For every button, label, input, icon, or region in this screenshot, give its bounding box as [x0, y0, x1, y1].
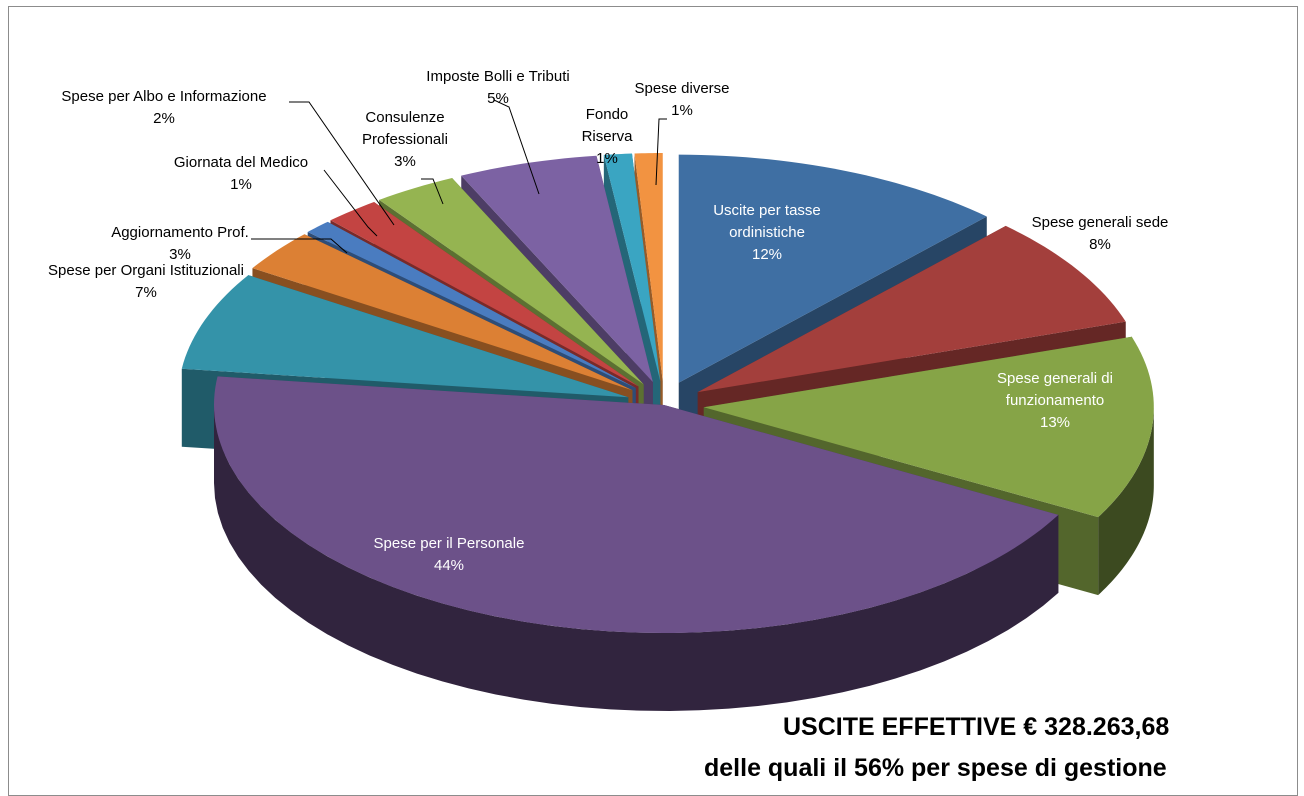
- label-giornata-del-medico: Giornata del Medico 1%: [174, 154, 308, 193]
- slice-spese-per-organi-istituzionali: [181, 275, 629, 398]
- label-spese-generali-sede-percent: 8%: [1089, 236, 1111, 253]
- label-fondo-riserva-text: Riserva: [582, 128, 634, 145]
- label-spese-diverse: Spese diverse 1%: [634, 80, 729, 119]
- label-aggiornamento-prof-: Aggiornamento Prof. 3%: [111, 224, 249, 263]
- label-spese-per-albo-e-informazione-leader: [289, 101, 395, 226]
- label-aggiornamento-prof--leader: [251, 238, 348, 254]
- label-consulenze-professionali-text: Consulenze: [365, 109, 444, 126]
- label-consulenze-professionali-text: Professionali: [362, 131, 448, 148]
- label-spese-generali-di-funzionamento-text: funzionamento: [1006, 392, 1104, 409]
- label-aggiornamento-prof--percent: 3%: [169, 246, 191, 263]
- label-aggiornamento-prof--text: Aggiornamento Prof.: [111, 224, 249, 241]
- slice-spese-generali-di-funzionamento: [703, 336, 1154, 518]
- label-spese-diverse-leader: [655, 118, 667, 186]
- label-giornata-del-medico-text: Giornata del Medico: [174, 154, 308, 171]
- slice-uscite-per-tasse-ordinistiche: [678, 154, 987, 383]
- label-giornata-del-medico-percent: 1%: [230, 176, 252, 193]
- slice-spese-per-il-personale: [214, 376, 1059, 633]
- label-spese-per-organi-istituzionali-text: Spese per Organi Istituzionali: [48, 262, 244, 279]
- slice-imposte-bolli-e-tributi: [461, 155, 653, 382]
- slice-spese-per-il-personale-side: [214, 405, 1059, 711]
- slice-labels: Uscite per tasse ordinistiche 12% Spese gen…: [48, 68, 1168, 574]
- label-imposte-bolli-e-tributi: Imposte Bolli e Tributi 5%: [426, 68, 569, 107]
- label-spese-per-organi-istituzionali-percent: 7%: [135, 284, 157, 301]
- chart-frame: Uscite per tasse ordinistiche 12% Spese gen…: [8, 6, 1298, 796]
- label-spese-per-il-personale-percent: 44%: [434, 557, 464, 574]
- label-consulenze-professionali: Consulenze Professionali 3%: [362, 109, 448, 170]
- label-consulenze-professionali-leader: [421, 178, 444, 205]
- label-spese-per-il-personale: Spese per il Personale 44%: [374, 535, 525, 574]
- label-spese-diverse-text: Spese diverse: [634, 80, 729, 97]
- slice-spese-diverse: [634, 153, 663, 382]
- label-uscite-per-tasse-ordinistiche-percent: 12%: [752, 246, 782, 263]
- label-spese-generali-sede-text: Spese generali sede: [1032, 214, 1169, 231]
- slice-spese-generali-di-funzionamento-side: [1098, 407, 1154, 596]
- label-consulenze-professionali-percent: 3%: [394, 153, 416, 170]
- label-spese-per-albo-e-informazione: Spese per Albo e Informazione 2%: [61, 88, 266, 127]
- pie-tops: [181, 153, 1154, 633]
- slice-aggiornamento-prof-: [252, 234, 633, 391]
- label-fondo-riserva-text: Fondo: [586, 106, 629, 123]
- label-giornata-del-medico-leader: [323, 169, 378, 237]
- slice-fondo-riserva: [603, 153, 661, 382]
- label-spese-generali-di-funzionamento-percent: 13%: [1040, 414, 1070, 431]
- label-uscite-per-tasse-ordinistiche-text: ordinistiche: [729, 224, 805, 241]
- label-spese-per-albo-e-informazione-text: Spese per Albo e Informazione: [61, 88, 266, 105]
- slice-giornata-del-medico: [307, 221, 636, 389]
- label-imposte-bolli-e-tributi-percent: 5%: [487, 90, 509, 107]
- slice-spese-generali-sede: [697, 225, 1126, 393]
- label-imposte-bolli-e-tributi-text: Imposte Bolli e Tributi: [426, 68, 569, 85]
- label-spese-diverse-percent: 1%: [671, 102, 693, 119]
- label-uscite-per-tasse-ordinistiche-text: Uscite per tasse: [713, 202, 821, 219]
- slice-spese-per-albo-e-informazione: [330, 202, 639, 387]
- label-spese-generali-di-funzionamento-text: Spese generali di: [997, 370, 1113, 387]
- label-imposte-bolli-e-tributi-leader: [493, 99, 540, 195]
- label-spese-per-il-personale-text: Spese per il Personale: [374, 535, 525, 552]
- label-uscite-per-tasse-ordinistiche: Uscite per tasse ordinistiche 12%: [713, 202, 821, 263]
- label-fondo-riserva-percent: 1%: [596, 150, 618, 167]
- pie-chart: Uscite per tasse ordinistiche 12% Spese gen…: [48, 68, 1168, 711]
- label-spese-generali-sede: Spese generali sede 8%: [1032, 214, 1169, 253]
- management-share-text: delle quali il 56% per spese di gestione: [704, 754, 1167, 782]
- label-spese-per-organi-istituzionali: Spese per Organi Istituzionali 7%: [48, 262, 244, 301]
- label-spese-per-albo-e-informazione-percent: 2%: [153, 110, 175, 127]
- label-fondo-riserva: Fondo Riserva 1%: [582, 106, 634, 167]
- slice-consulenze-professionali: [379, 178, 644, 385]
- total-expenses-text: USCITE EFFETTIVE € 328.263,68: [783, 713, 1170, 741]
- label-spese-generali-di-funzionamento: Spese generali di funzionamento 13%: [997, 370, 1113, 431]
